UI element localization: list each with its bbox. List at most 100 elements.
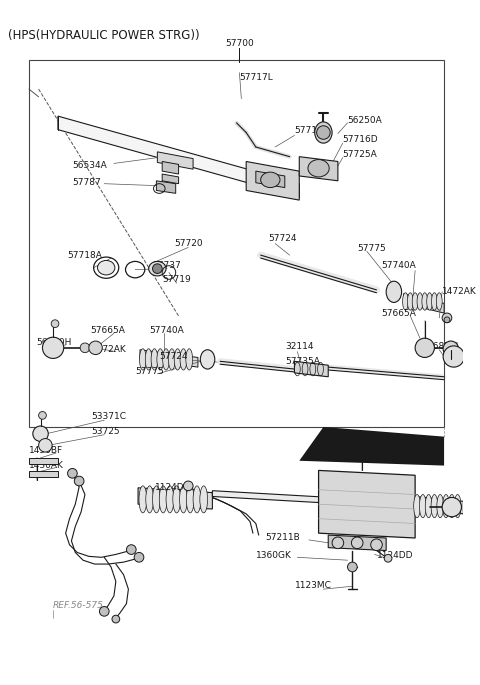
Polygon shape <box>212 490 415 508</box>
Polygon shape <box>299 157 338 181</box>
Text: 57665A: 57665A <box>381 309 416 319</box>
Polygon shape <box>157 152 193 169</box>
Circle shape <box>74 476 84 486</box>
Ellipse shape <box>200 486 207 513</box>
Text: 57735A: 57735A <box>285 358 320 366</box>
Bar <box>29 60 444 427</box>
Circle shape <box>443 341 458 356</box>
Polygon shape <box>319 471 415 538</box>
Ellipse shape <box>432 292 437 310</box>
Polygon shape <box>328 535 386 551</box>
Text: 57211B: 57211B <box>265 533 300 542</box>
Circle shape <box>443 346 464 367</box>
Circle shape <box>89 341 102 355</box>
Circle shape <box>348 562 357 572</box>
Polygon shape <box>58 116 299 197</box>
Polygon shape <box>415 497 463 514</box>
Text: 57737: 57737 <box>153 261 181 270</box>
Ellipse shape <box>151 349 158 370</box>
Text: 56534A: 56534A <box>72 162 107 171</box>
Text: 56250A: 56250A <box>348 116 382 125</box>
Text: 57665A: 57665A <box>90 325 125 334</box>
Ellipse shape <box>180 349 187 370</box>
Circle shape <box>51 320 59 327</box>
Circle shape <box>42 337 64 358</box>
Ellipse shape <box>454 495 461 518</box>
Ellipse shape <box>427 292 432 310</box>
Circle shape <box>444 317 450 323</box>
Text: 57724: 57724 <box>268 234 297 243</box>
Text: 1360GK: 1360GK <box>256 551 292 560</box>
Circle shape <box>126 545 136 554</box>
Ellipse shape <box>425 495 432 518</box>
Text: REF.56-575: REF.56-575 <box>53 601 104 610</box>
Text: 57717L: 57717L <box>240 73 273 82</box>
Ellipse shape <box>431 495 438 518</box>
Text: 57724: 57724 <box>159 351 188 361</box>
Circle shape <box>99 606 109 616</box>
Circle shape <box>134 553 144 562</box>
Text: 1124DG: 1124DG <box>155 483 191 492</box>
Polygon shape <box>156 181 176 193</box>
Ellipse shape <box>420 495 426 518</box>
Ellipse shape <box>140 349 146 370</box>
Circle shape <box>384 554 392 562</box>
Polygon shape <box>294 361 328 377</box>
Circle shape <box>153 264 162 273</box>
Ellipse shape <box>180 486 187 513</box>
Ellipse shape <box>193 486 201 513</box>
Circle shape <box>332 537 344 549</box>
Ellipse shape <box>436 292 442 310</box>
Polygon shape <box>162 162 179 174</box>
Ellipse shape <box>422 292 428 310</box>
Ellipse shape <box>186 349 192 370</box>
Text: 57775: 57775 <box>135 367 164 376</box>
Ellipse shape <box>149 262 166 276</box>
Circle shape <box>38 438 52 452</box>
Ellipse shape <box>412 292 418 310</box>
Circle shape <box>80 343 90 353</box>
Circle shape <box>317 126 330 139</box>
Ellipse shape <box>163 349 169 370</box>
Ellipse shape <box>97 260 115 275</box>
Text: 56820J: 56820J <box>428 342 459 351</box>
Polygon shape <box>29 458 58 464</box>
Polygon shape <box>29 471 58 477</box>
Ellipse shape <box>153 486 160 513</box>
Text: 1472AK: 1472AK <box>92 345 126 354</box>
Text: 57787: 57787 <box>72 178 101 187</box>
Circle shape <box>442 497 461 516</box>
Text: 1124DD: 1124DD <box>376 551 413 560</box>
Circle shape <box>415 338 434 358</box>
Text: 1430BF: 1430BF <box>29 447 63 456</box>
Text: 57740A: 57740A <box>150 325 184 334</box>
Text: 57718R: 57718R <box>294 126 329 135</box>
Text: 57720: 57720 <box>174 238 203 248</box>
Polygon shape <box>140 350 198 367</box>
Ellipse shape <box>315 122 332 143</box>
Ellipse shape <box>157 349 164 370</box>
Ellipse shape <box>308 160 329 177</box>
Text: 56820H: 56820H <box>36 338 72 347</box>
Polygon shape <box>162 174 179 184</box>
Ellipse shape <box>186 486 194 513</box>
Polygon shape <box>299 427 444 466</box>
Circle shape <box>183 481 193 490</box>
Polygon shape <box>138 488 212 509</box>
Circle shape <box>442 313 452 323</box>
Ellipse shape <box>437 495 444 518</box>
Polygon shape <box>246 162 299 200</box>
Polygon shape <box>404 294 444 313</box>
Text: (HPS(HYDRAULIC POWER STRG)): (HPS(HYDRAULIC POWER STRG)) <box>8 29 199 42</box>
Ellipse shape <box>139 486 147 513</box>
Text: 57719: 57719 <box>162 275 191 284</box>
Ellipse shape <box>168 349 175 370</box>
Text: 57716D: 57716D <box>343 136 378 145</box>
Circle shape <box>351 537 363 549</box>
Ellipse shape <box>417 292 423 310</box>
Ellipse shape <box>200 350 215 369</box>
Ellipse shape <box>408 292 413 310</box>
Text: 1123MC: 1123MC <box>295 582 332 590</box>
Text: 53725: 53725 <box>92 427 120 436</box>
Ellipse shape <box>146 486 154 513</box>
